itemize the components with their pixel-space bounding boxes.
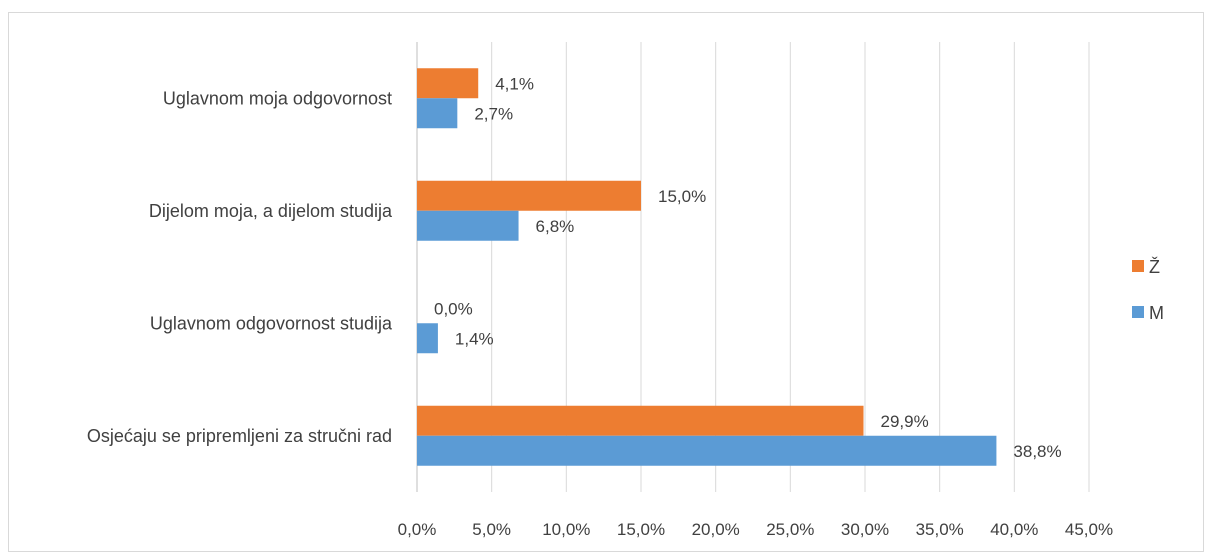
data-label: 38,8% <box>1013 442 1061 461</box>
bar-z <box>417 405 864 436</box>
data-label: 4,1% <box>495 74 534 93</box>
x-tick-label: 15,0% <box>617 520 665 539</box>
bar-z <box>417 68 479 99</box>
data-label: 6,8% <box>536 217 575 236</box>
x-tick-label: 30,0% <box>841 520 889 539</box>
x-tick-label: 35,0% <box>916 520 964 539</box>
x-tick-label: 40,0% <box>990 520 1038 539</box>
x-tick-label: 0,0% <box>398 520 437 539</box>
data-label: 29,9% <box>881 412 929 431</box>
category-label: Uglavnom moja odgovornost <box>163 88 392 108</box>
x-tick-label: 5,0% <box>472 520 511 539</box>
data-label: 2,7% <box>474 104 513 123</box>
x-tick-label: 10,0% <box>542 520 590 539</box>
bar-z <box>417 180 641 211</box>
legend-label: M <box>1149 303 1164 323</box>
legend-label: Ž <box>1149 257 1160 277</box>
bar-m <box>417 323 438 354</box>
bar-m <box>417 98 458 129</box>
bar-m <box>417 210 519 241</box>
category-label: Dijelom moja, a dijelom studija <box>149 201 393 221</box>
x-tick-label: 25,0% <box>766 520 814 539</box>
data-label: 1,4% <box>455 329 494 348</box>
legend-swatch <box>1132 306 1144 318</box>
data-label: 0,0% <box>434 299 473 318</box>
x-tick-label: 20,0% <box>692 520 740 539</box>
legend-swatch <box>1132 260 1144 272</box>
x-tick-label: 45,0% <box>1065 520 1113 539</box>
data-label: 15,0% <box>658 187 706 206</box>
category-label: Osjećaju se pripremljeni za stručni rad <box>87 426 392 446</box>
bar-m <box>417 435 997 466</box>
category-label: Uglavnom odgovornost studija <box>150 313 393 333</box>
